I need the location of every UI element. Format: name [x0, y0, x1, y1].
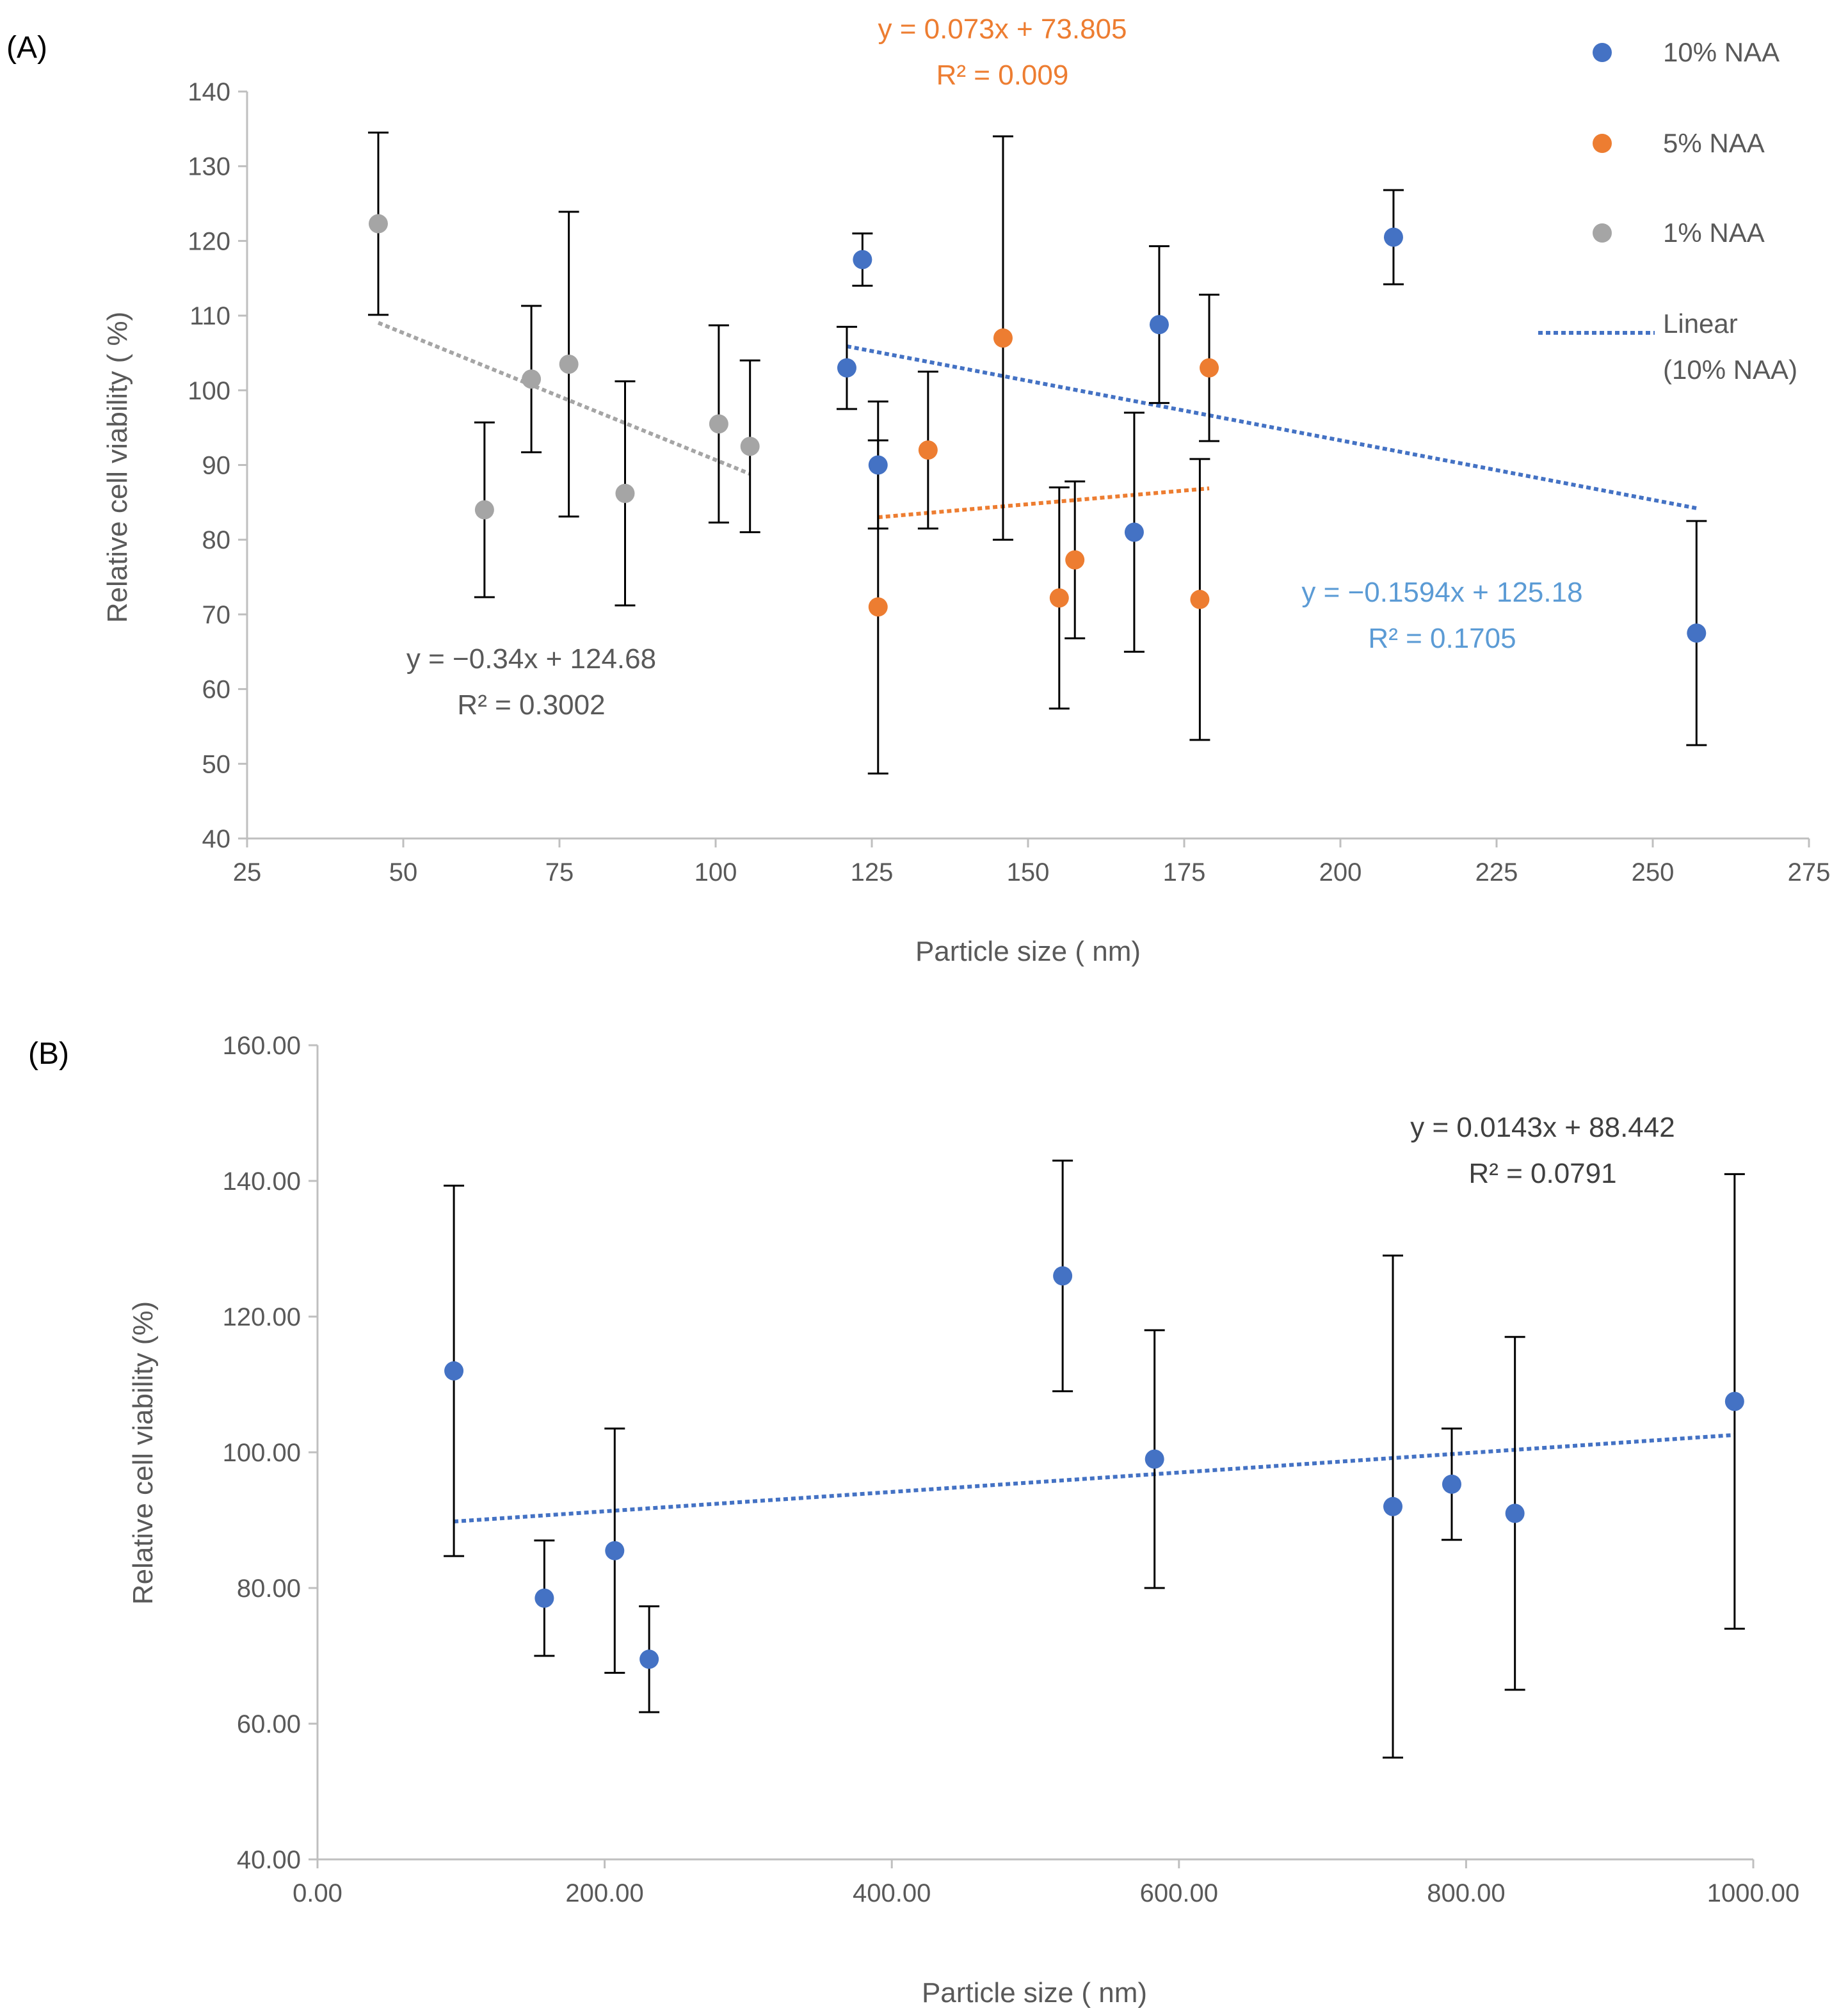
- panel-a-y-tick-label: 130: [188, 153, 230, 181]
- panel-a-x-tick-label: 175: [1163, 858, 1206, 886]
- panel-b-x-tick-label: 0.00: [293, 1879, 342, 1907]
- panel-a-point-10-naa: [853, 250, 872, 269]
- panel-b-x-tick-label: 800.00: [1427, 1879, 1505, 1907]
- panel-a-point-5-naa: [993, 328, 1013, 348]
- panel-a-point-1-naa: [740, 437, 760, 456]
- panel-a-x-axis-title: Particle size ( nm): [915, 936, 1141, 967]
- panel-a-x-tick-label: 200: [1319, 858, 1362, 886]
- panel-a-trend-eq-10pct: y = −0.1594x + 125.18: [1301, 577, 1582, 608]
- legend-marker-5pct: [1593, 134, 1612, 153]
- panel-a-trend-eq-1pct: y = −0.34x + 124.68: [406, 643, 656, 675]
- panel-a-x-tick-label: 25: [233, 858, 262, 886]
- panel-b-x-axis-title: Particle size ( nm): [922, 1977, 1147, 2009]
- panel-b-y-tick-label: 140.00: [223, 1167, 301, 1196]
- legend-marker-10pct: [1593, 43, 1612, 62]
- panel-a-point-10-naa: [1149, 315, 1169, 335]
- panel-b-x-tick-label: 200.00: [565, 1879, 643, 1907]
- panel-b-y-tick-label: 40.00: [237, 1846, 301, 1874]
- legend-label-linear: Linear: [1663, 309, 1738, 339]
- panel-a-point-1-naa: [709, 414, 728, 434]
- panel-a-x-tick-label: 100: [695, 858, 737, 886]
- panel-a-y-tick-label: 140: [188, 78, 230, 106]
- panel-a-y-tick-label: 90: [202, 452, 231, 480]
- legend-label-linear-series: (10% NAA): [1663, 355, 1797, 385]
- panel-a-y-tick-label: 100: [188, 377, 230, 405]
- panel-a-y-tick-label: 50: [202, 750, 231, 778]
- panel-a-point-1-naa: [559, 354, 579, 374]
- panel-a-trendline-10-naa: [846, 344, 1697, 510]
- panel-a-point-10-naa: [837, 358, 856, 378]
- panel-a-x-tick-label: 250: [1632, 858, 1675, 886]
- panel-a-x-tick-label: 75: [545, 858, 574, 886]
- panel-b-point-series: [444, 1361, 464, 1381]
- legend-marker-1pct: [1593, 223, 1612, 243]
- panel-a-x-tick-label: 125: [851, 858, 894, 886]
- panel-b-trend-r2: R² = 0.0791: [1468, 1158, 1616, 1189]
- panel-a-y-tick-label: 120: [188, 227, 230, 255]
- legend-label-5pct: 5% NAA: [1663, 128, 1765, 158]
- panel-a-trend-r2-5pct: R² = 0.009: [936, 60, 1069, 91]
- panel-b: (B) 40.00 60.00 80.00 100.00 120.00 140.00 160…: [28, 1032, 1799, 2009]
- panel-a-legend: 10% NAA 5% NAA 1% NAA Linear (10% NAA): [1538, 37, 1797, 385]
- panel-a-point-1-naa: [522, 369, 542, 389]
- panel-b-point-series: [534, 1588, 554, 1608]
- panel-b-x-tick-label: 400.00: [853, 1879, 931, 1907]
- panel-b-y-axis-title: Relative cell viability (%): [127, 1301, 159, 1605]
- panel-a-point-5-naa: [1049, 588, 1069, 608]
- legend-label-1pct: 1% NAA: [1663, 218, 1765, 248]
- panel-a-y-tick-label: 80: [202, 526, 231, 554]
- panel-a-trendline-1-naa: [377, 321, 751, 476]
- panel-b-point-series: [605, 1541, 625, 1560]
- panel-a-x-tick-label: 225: [1475, 858, 1518, 886]
- panel-b-x-tick-label: 1000.00: [1707, 1879, 1800, 1907]
- panel-b-y-tick-label: 60.00: [237, 1710, 301, 1738]
- panel-a-point-1-naa: [615, 483, 635, 503]
- panel-a-trend-eq-5pct: y = 0.073x + 73.805: [878, 13, 1127, 45]
- panel-a-point-1-naa: [368, 214, 388, 234]
- panel-a-y-tick-label: 110: [189, 302, 230, 330]
- panel-b-point-series: [1053, 1266, 1073, 1286]
- panel-a-label: (A): [6, 31, 47, 65]
- legend-label-10pct: 10% NAA: [1663, 37, 1780, 67]
- panel-b-point-series: [1505, 1504, 1525, 1523]
- panel-b-point-series: [1442, 1474, 1461, 1494]
- panel-b-trendline-series: [453, 1432, 1735, 1524]
- panel-b-trend-eq: y = 0.0143x + 88.442: [1410, 1112, 1675, 1143]
- panel-b-point-series: [1724, 1391, 1744, 1411]
- panel-a-trendline-5-naa: [878, 486, 1210, 520]
- panel-a-point-5-naa: [1200, 358, 1219, 378]
- panel-b-point-series: [1383, 1496, 1403, 1516]
- panel-a-point-5-naa: [1065, 550, 1085, 570]
- panel-b-y-tick-label: 160.00: [223, 1032, 301, 1060]
- panel-a-trend-r2-10pct: R² = 0.1705: [1368, 623, 1516, 654]
- panel-a-y-tick-label: 40: [202, 825, 231, 853]
- panel-b-y-tick-label: 100.00: [223, 1439, 301, 1467]
- panel-a-y-axis-title: Relative cell viability ( %): [102, 312, 133, 623]
- panel-a-point-10-naa: [1124, 522, 1144, 542]
- panel-a-x-tick-label: 50: [389, 858, 418, 886]
- panel-b-y-tick-label: 80.00: [237, 1575, 301, 1603]
- panel-b-point-series: [1145, 1449, 1164, 1469]
- panel-a-point-1-naa: [474, 500, 494, 520]
- panel-a-point-5-naa: [1190, 589, 1210, 609]
- panel-b-point-series: [639, 1649, 659, 1669]
- panel-a-point-10-naa: [868, 455, 888, 475]
- panel-b-label: (B): [28, 1037, 69, 1071]
- panel-a-point-10-naa: [1687, 623, 1707, 643]
- panel-a: (A) 40 50 60 70 80 90 100 110 120 130 140 25 50 75 100…: [6, 13, 1830, 967]
- panel-a-x-tick-label: 275: [1788, 858, 1831, 886]
- panel-a-y-tick-label: 70: [202, 601, 231, 629]
- panel-a-point-10-naa: [1383, 227, 1403, 247]
- panel-a-point-5-naa: [868, 597, 888, 617]
- panel-a-point-5-naa: [918, 440, 938, 460]
- panel-a-trend-r2-1pct: R² = 0.3002: [457, 689, 605, 721]
- panel-a-x-tick-label: 150: [1007, 858, 1050, 886]
- panel-a-y-tick-label: 60: [202, 676, 231, 704]
- panel-b-x-tick-label: 600.00: [1140, 1879, 1218, 1907]
- panel-b-y-tick-label: 120.00: [223, 1303, 301, 1331]
